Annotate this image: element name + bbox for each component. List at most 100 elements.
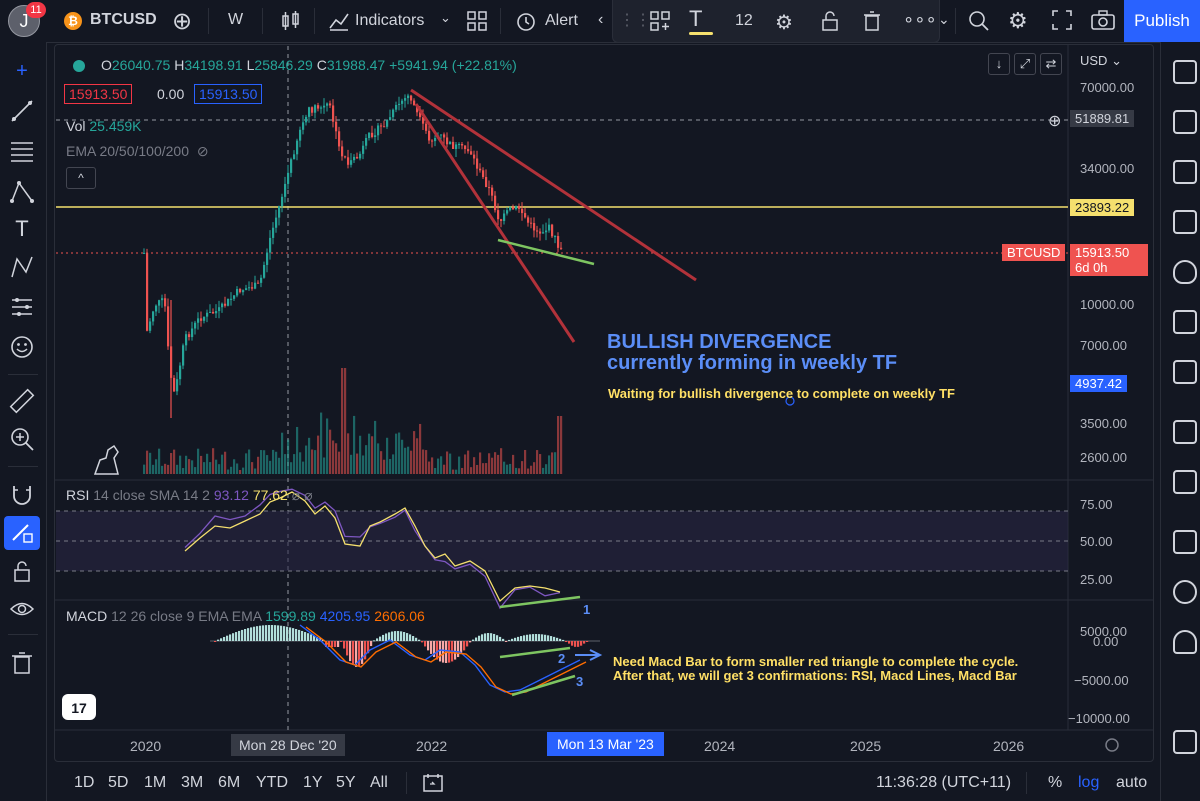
- chat-icon[interactable]: [1173, 420, 1197, 444]
- macd-histogram-bar: [481, 634, 484, 641]
- trash-icon[interactable]: [9, 650, 35, 676]
- crosshair-icon[interactable]: +: [16, 60, 28, 82]
- range-3m-button[interactable]: 3M: [181, 774, 204, 791]
- templates-add-icon[interactable]: [649, 10, 671, 37]
- subheadline-annotation[interactable]: currently forming in weekly TF: [607, 352, 898, 374]
- maximize-pane-icon[interactable]: ⤢: [1014, 53, 1036, 75]
- streams-icon[interactable]: [1173, 470, 1197, 494]
- emoji-icon[interactable]: [9, 334, 35, 360]
- search-icon[interactable]: [968, 10, 990, 37]
- data-window-icon[interactable]: [1173, 160, 1197, 184]
- fib-retracement-icon[interactable]: [9, 138, 35, 164]
- upper-trend-line[interactable]: [410, 88, 697, 282]
- macd-histogram-bar: [256, 626, 259, 641]
- hidden-eye-icon[interactable]: ⌀ ⌀: [291, 487, 313, 503]
- hotlists-flame-icon[interactable]: [1173, 260, 1197, 284]
- collapse-legend-button[interactable]: ^: [66, 167, 96, 189]
- indicators-button[interactable]: Indicators: [355, 12, 425, 29]
- hotlist-icon[interactable]: [1173, 210, 1197, 234]
- interval-button[interactable]: W: [228, 11, 244, 28]
- range-5y-button[interactable]: 5Y: [336, 774, 356, 791]
- headline-annotation[interactable]: BULLISH DIVERGENCE: [607, 331, 832, 353]
- candle-body: [524, 213, 527, 218]
- alerts-clock-icon[interactable]: [1173, 110, 1197, 134]
- path-icon[interactable]: [9, 254, 35, 280]
- price-divergence-line[interactable]: [497, 238, 595, 266]
- chats-icon[interactable]: [1173, 530, 1197, 554]
- drag-handle-icon[interactable]: ⋮⋮: [619, 12, 651, 29]
- go-to-date-icon[interactable]: [422, 773, 444, 798]
- text-color-icon[interactable]: T: [689, 6, 703, 31]
- lock-icon[interactable]: [819, 10, 841, 37]
- symbol-search-button[interactable]: BTCUSD: [90, 11, 157, 28]
- alarm-clock-icon[interactable]: [515, 10, 537, 37]
- layout-grid-icon[interactable]: [1173, 730, 1197, 754]
- measure-icon[interactable]: [9, 294, 35, 320]
- trash-icon[interactable]: [861, 10, 883, 37]
- rsi-divergence-line[interactable]: [499, 595, 581, 609]
- candles-chart-type-icon[interactable]: [280, 10, 302, 37]
- range-ytd-button[interactable]: YTD: [256, 774, 288, 791]
- waiting-annotation[interactable]: Waiting for bullish divergence to comple…: [608, 386, 955, 401]
- play-icon[interactable]: [1173, 580, 1197, 604]
- macd-bar-divergence-line[interactable]: [511, 674, 576, 697]
- calendar-icon[interactable]: [1173, 310, 1197, 334]
- notifications-bell-icon[interactable]: [1173, 630, 1197, 654]
- trend-line-icon[interactable]: [9, 98, 35, 124]
- more-options-icon[interactable]: ∘∘∘: [903, 9, 937, 29]
- pattern-icon[interactable]: [9, 178, 35, 204]
- lock-drawings-icon[interactable]: [9, 558, 35, 584]
- sell-price-box[interactable]: 15913.50: [64, 84, 133, 104]
- camera-icon[interactable]: [1090, 9, 1116, 36]
- ruler-icon[interactable]: [9, 388, 35, 414]
- range-1y-button[interactable]: 1Y: [303, 774, 323, 791]
- clock-time[interactable]: 11:36:28 (UTC+11): [876, 774, 1012, 791]
- macd-note-line2[interactable]: After that, we will get 3 confirmations:…: [613, 668, 1017, 683]
- rsi-tick: 75.00: [1080, 497, 1113, 512]
- zoom-in-icon[interactable]: [9, 426, 35, 452]
- eye-icon[interactable]: [9, 596, 35, 622]
- range-5d-button[interactable]: 5D: [108, 774, 129, 791]
- currency-select[interactable]: USD ⌄: [1080, 53, 1122, 68]
- swap-pane-icon[interactable]: ⇄: [1040, 53, 1062, 75]
- auto-scale-button[interactable]: auto: [1116, 774, 1148, 791]
- macd-note-line1[interactable]: Need Macd Bar to form smaller red triang…: [613, 654, 1019, 669]
- chevron-down-icon[interactable]: ⌄: [440, 10, 451, 25]
- fullscreen-icon[interactable]: [1052, 10, 1072, 35]
- drawing-mode-button[interactable]: [4, 516, 40, 550]
- chevron-down-icon[interactable]: ⌄: [938, 11, 950, 27]
- log-scale-button[interactable]: log: [1078, 774, 1100, 791]
- range-6m-button[interactable]: 6M: [218, 774, 241, 791]
- watchlist-icon[interactable]: [1173, 60, 1197, 84]
- ideas-bulb-icon[interactable]: [1173, 360, 1197, 384]
- range-1m-button[interactable]: 1M: [144, 774, 167, 791]
- templates-icon[interactable]: [466, 10, 488, 37]
- font-size-select[interactable]: 12: [735, 12, 753, 29]
- text-icon[interactable]: T: [15, 216, 29, 241]
- range-1d-button[interactable]: 1D: [74, 774, 95, 791]
- hidden-eye-icon[interactable]: ⊘: [196, 143, 209, 159]
- add-alert-plus-icon[interactable]: ⊕: [1048, 113, 1062, 130]
- gear-icon[interactable]: ⚙: [775, 12, 793, 34]
- publish-button[interactable]: Publish: [1124, 0, 1200, 42]
- replay-back-icon[interactable]: ‹: [598, 11, 604, 28]
- indicators-icon[interactable]: [328, 10, 350, 37]
- magnet-icon[interactable]: [9, 482, 35, 508]
- macd-histogram-bar: [379, 636, 382, 641]
- macd-histogram-bar: [313, 635, 316, 641]
- scroll-to-realtime-icon[interactable]: [1105, 738, 1119, 752]
- macd-lines-divergence-line[interactable]: [499, 646, 571, 659]
- rsi-lines: [184, 488, 561, 610]
- lower-trend-line[interactable]: [414, 103, 576, 343]
- macd-histogram-bar: [523, 635, 526, 641]
- alert-button[interactable]: Alert: [545, 12, 578, 29]
- compare-symbol-icon[interactable]: ⊕: [172, 8, 193, 35]
- candle-body: [266, 252, 269, 265]
- percent-scale-button[interactable]: %: [1048, 774, 1063, 791]
- arrow-down-icon[interactable]: ↓: [988, 53, 1010, 75]
- volume-bar: [245, 453, 248, 474]
- range-all-button[interactable]: All: [370, 774, 388, 791]
- gear-icon[interactable]: ⚙: [1008, 8, 1028, 33]
- buy-price-box[interactable]: 15913.50: [194, 84, 263, 104]
